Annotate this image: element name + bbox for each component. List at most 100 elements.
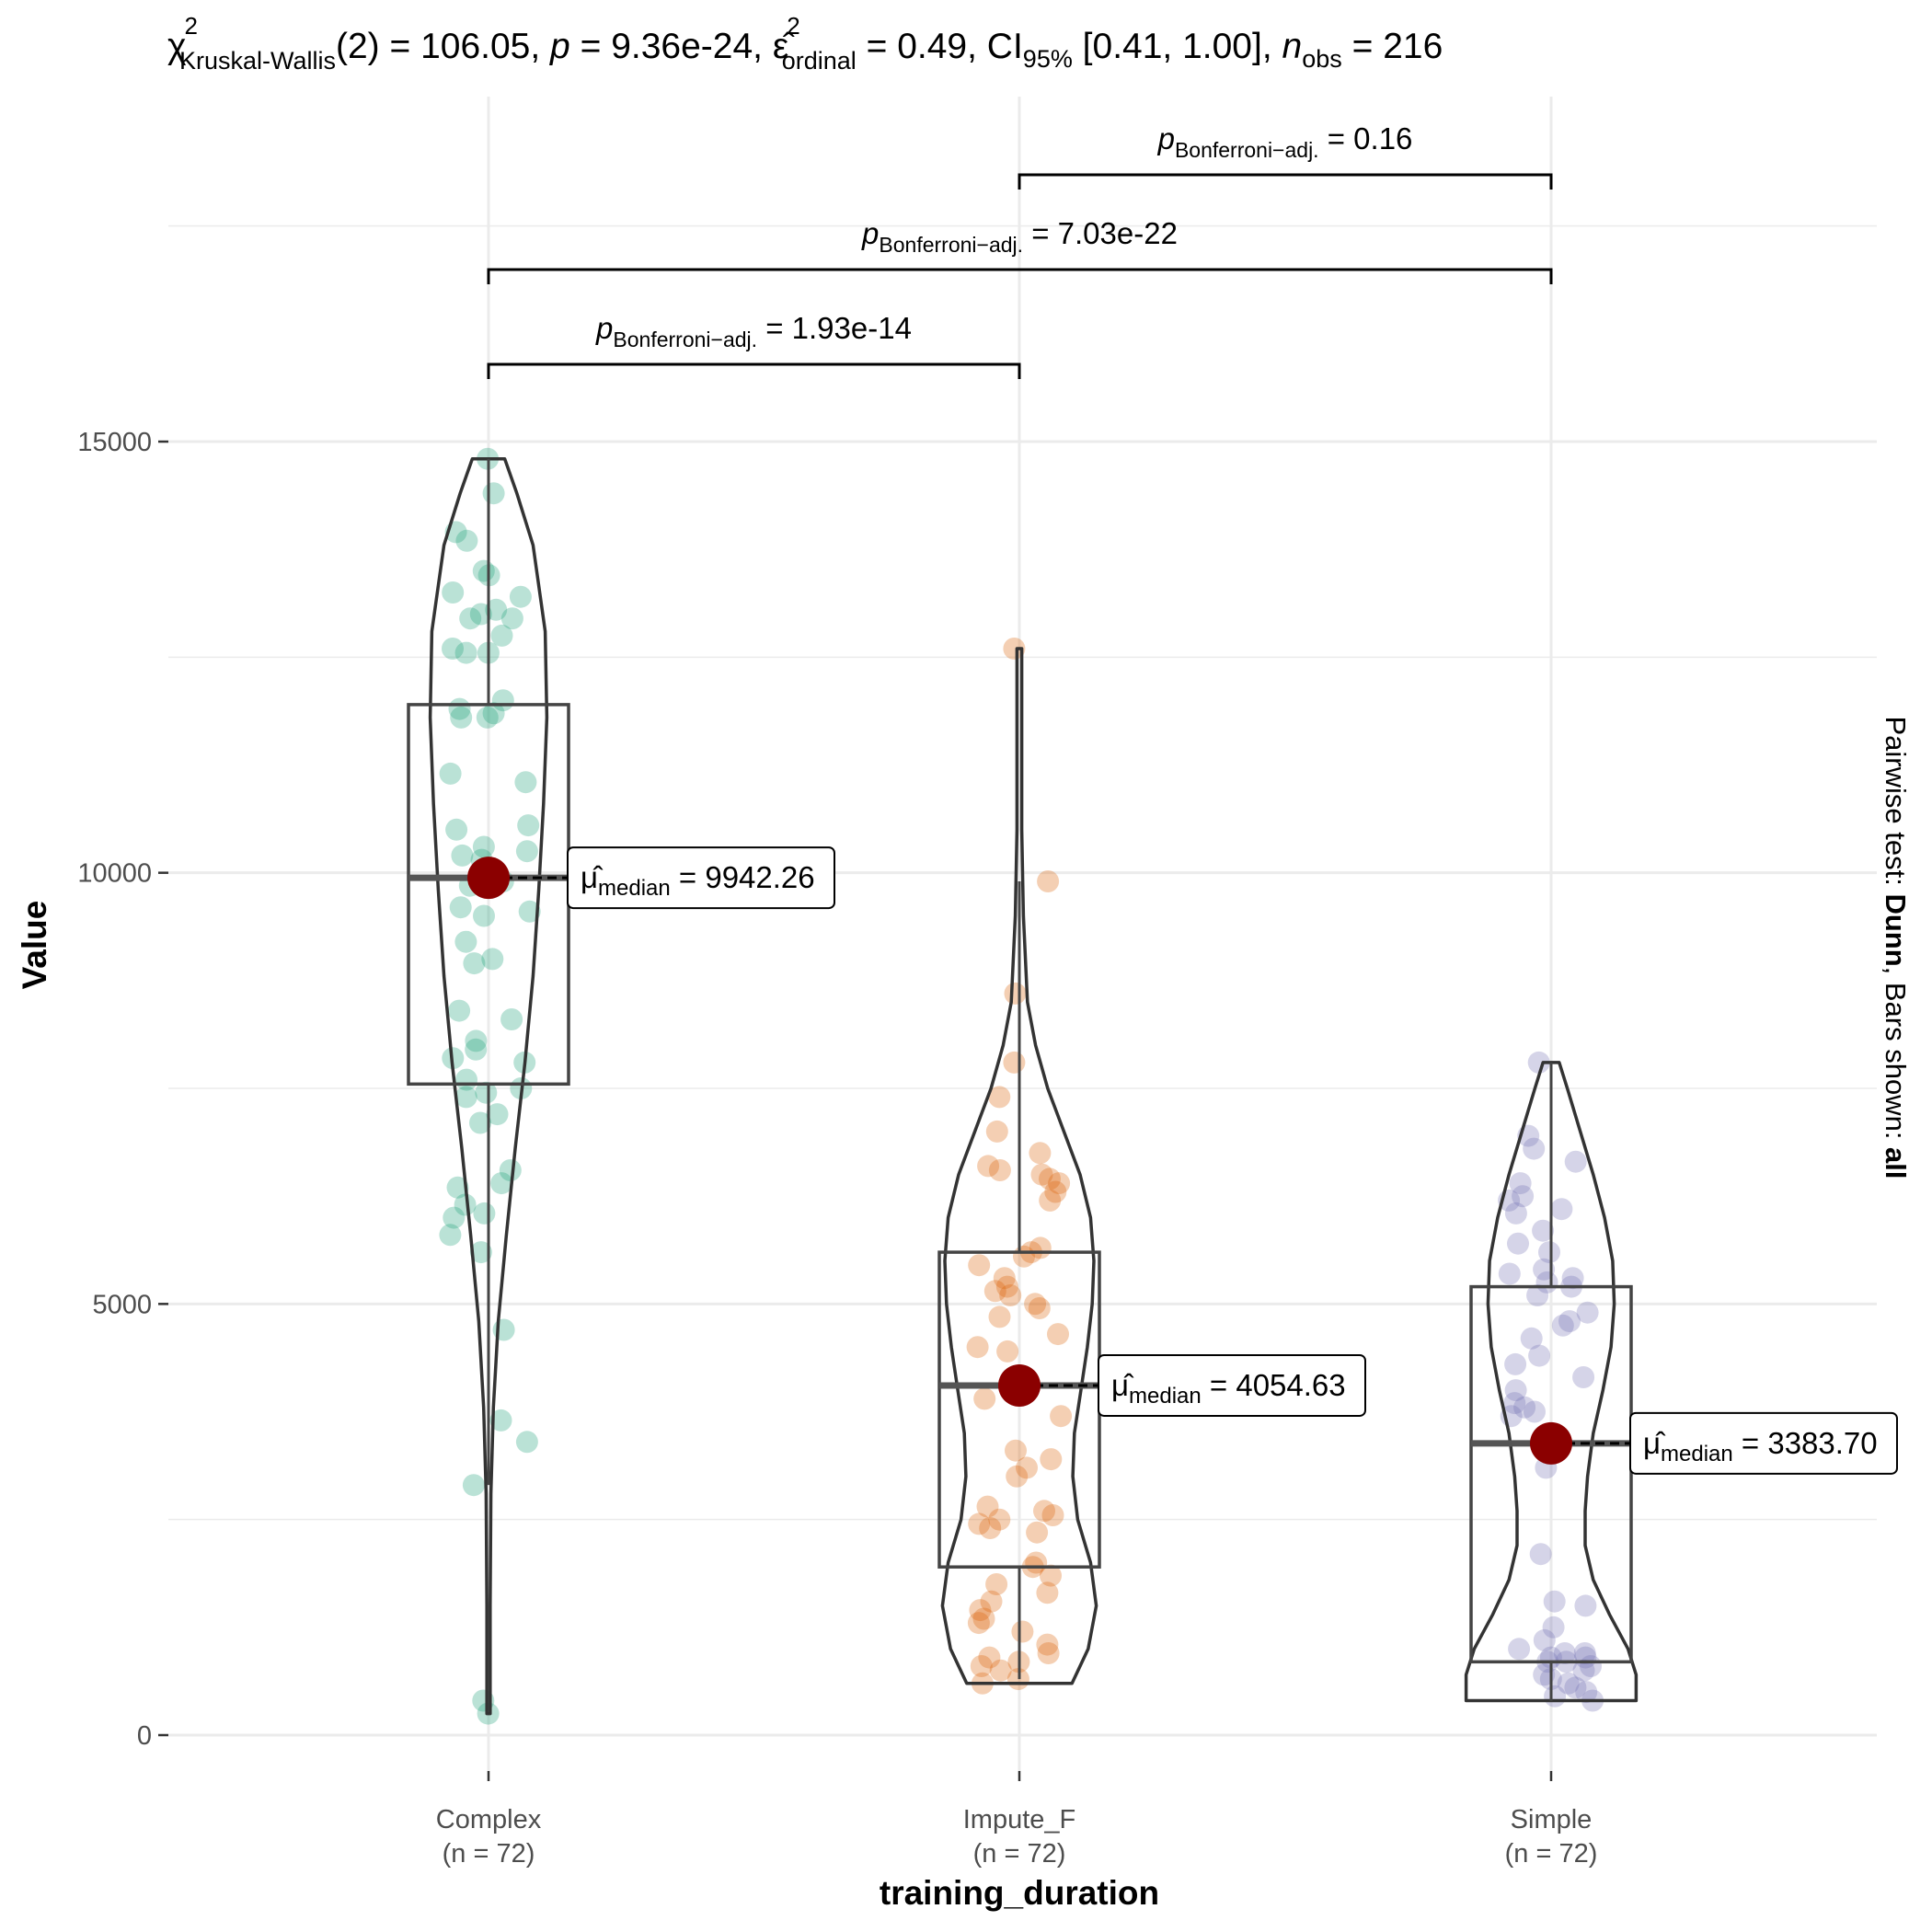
data-point (1504, 1379, 1527, 1402)
data-point (463, 952, 486, 975)
data-point (476, 706, 499, 729)
data-point (1029, 1142, 1052, 1165)
data-point (1003, 638, 1026, 660)
bracket-label: pBonferroni−adj. = 7.03e-22 (861, 216, 1178, 257)
data-point (482, 702, 505, 725)
data-point (443, 1206, 466, 1229)
data-point (454, 1193, 477, 1216)
data-point (1048, 1172, 1071, 1195)
violin (428, 456, 549, 1716)
data-point (517, 814, 540, 837)
data-point (490, 1172, 513, 1195)
x-tick-n-label: (n = 72) (973, 1839, 1066, 1869)
data-point (448, 999, 471, 1022)
data-point (1028, 1297, 1051, 1319)
data-point (442, 638, 464, 660)
data-point (1533, 1628, 1556, 1651)
data-point (1528, 1344, 1551, 1367)
data-point (482, 482, 505, 505)
bracket-label: pBonferroni−adj. = 1.93e-14 (595, 311, 912, 351)
data-point (1011, 1620, 1034, 1643)
data-point (1538, 1241, 1560, 1264)
violin (1464, 1061, 1639, 1703)
data-point (999, 1284, 1022, 1306)
data-point (1003, 1051, 1026, 1074)
data-point (1576, 1301, 1599, 1324)
median-point (998, 1363, 1041, 1407)
data-point (1044, 1180, 1067, 1203)
bracket-line (487, 268, 1553, 284)
data-point (515, 840, 538, 863)
data-point (469, 1111, 491, 1134)
data-point (1572, 1366, 1595, 1388)
data-point (1520, 1327, 1543, 1350)
data-point (973, 1387, 996, 1410)
data-point (1040, 1564, 1062, 1587)
data-point (455, 529, 478, 552)
data-point (459, 607, 482, 630)
data-point (465, 1038, 488, 1061)
data-point (499, 1159, 522, 1181)
data-point (1030, 1163, 1053, 1186)
data-point (1509, 1172, 1532, 1195)
data-point (988, 1305, 1011, 1328)
data-point (995, 1275, 1018, 1298)
data-point (490, 624, 513, 647)
data-point (966, 1336, 989, 1359)
data-point (1551, 1314, 1574, 1337)
data-point (979, 1517, 1002, 1539)
chart-title: χ2 Kruskal-Wallis(2) = 106.05, p = 9.36e-… (167, 12, 1443, 75)
data-point (1574, 1594, 1597, 1617)
y-tick-label: 15000 (77, 428, 152, 457)
x-axis: Complex (n = 72) Impute_F (n = 72) Simple (n … (436, 1771, 1598, 1869)
data-point (1550, 1198, 1573, 1221)
data-point (439, 1224, 462, 1247)
x-tick-label: Impute_F (963, 1805, 1076, 1834)
data-point (988, 1159, 1011, 1181)
data-point (976, 1495, 999, 1518)
data-point (1572, 1659, 1595, 1682)
data-point (1050, 1405, 1073, 1428)
data-point (439, 762, 462, 785)
data-point (969, 1599, 992, 1622)
bracket-line (487, 362, 1021, 379)
data-point (1036, 1633, 1059, 1656)
bracket-line (1018, 173, 1553, 190)
data-point (445, 818, 468, 841)
data-point (1542, 1616, 1565, 1639)
data-point (1543, 1590, 1566, 1613)
data-point (1039, 1167, 1061, 1190)
box (1469, 1284, 1633, 1664)
pairwise-caption: Pairwise test: Dunn, Bars shown: all (1880, 716, 1912, 1179)
data-point (454, 1086, 477, 1109)
data-point (481, 948, 504, 971)
x-tick-n-label: (n = 72) (1505, 1839, 1598, 1869)
median-label: μ̂median = 9942.26 (581, 860, 815, 901)
data-point (1033, 1500, 1055, 1523)
y-tick-label: 0 (137, 1721, 152, 1751)
bracket-label: pBonferroni−adj. = 0.16 (1157, 121, 1413, 162)
y-tick-label: 10000 (77, 859, 152, 889)
data-point (1024, 1293, 1047, 1316)
data-point (1504, 1202, 1527, 1225)
data-point (1564, 1676, 1587, 1699)
median-label-box (567, 846, 835, 910)
data-point (454, 641, 477, 664)
data-point (1503, 1392, 1526, 1415)
x-tick-label: Complex (436, 1805, 542, 1834)
x-tick-n-label: (n = 72) (443, 1839, 535, 1869)
violin (940, 647, 1098, 1685)
data-point (985, 1573, 1008, 1595)
data-point (1026, 1521, 1049, 1544)
data-point (1004, 982, 1027, 1005)
data-point (1041, 1504, 1064, 1526)
median-label: μ̂median = 4054.63 (1111, 1368, 1346, 1409)
data-point (968, 1254, 991, 1277)
data-point (1557, 1672, 1580, 1695)
y-axis-title: Value (16, 901, 53, 990)
data-point (1561, 1267, 1584, 1290)
data-point (1040, 1448, 1063, 1471)
plot-area: μ̂median = 9942.26 μ̂median = 4054.63 μ̂me… (407, 447, 1898, 1725)
data-point (451, 844, 474, 867)
data-point (972, 1607, 995, 1630)
